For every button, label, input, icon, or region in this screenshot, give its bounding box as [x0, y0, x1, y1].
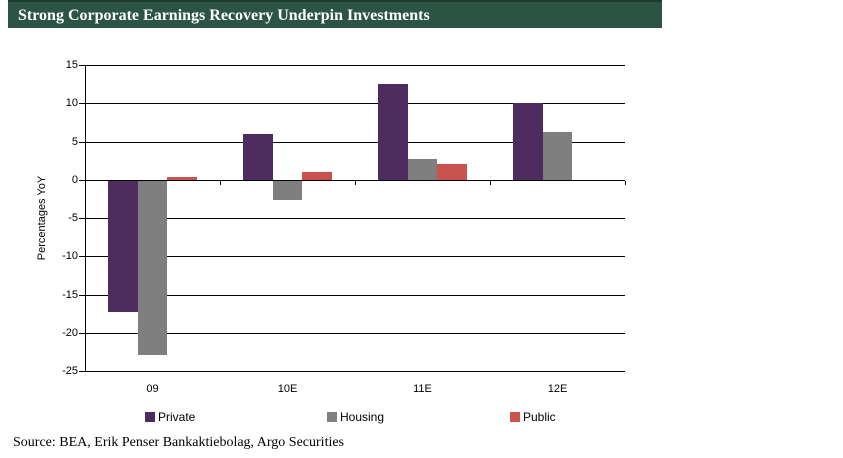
y-axis-tick [79, 256, 85, 258]
legend-label-private: Private [158, 410, 196, 424]
y-tick-label: -25 [62, 365, 78, 377]
gridline [85, 103, 625, 105]
gridline [85, 218, 625, 219]
y-tick-label: -15 [62, 288, 78, 301]
x-axis-tick [220, 180, 221, 185]
gridline [85, 65, 625, 66]
legend-item-housing: Housing [327, 410, 384, 424]
x-axis-tick [490, 180, 491, 185]
y-tick-label: 10 [65, 97, 78, 110]
chart-title: Strong Corporate Earnings Recovery Under… [18, 7, 430, 24]
y-tick-label: 5 [71, 135, 78, 148]
y-axis-tick [79, 65, 85, 66]
bar-private-12E [513, 103, 543, 180]
y-axis-tick [79, 218, 85, 219]
source-note: Source: BEA, Erik Penser Bankaktiebolag,… [13, 435, 345, 450]
x-axis-tick [85, 180, 86, 185]
bar-private-10E [243, 133, 273, 180]
y-tick-label: -20 [62, 326, 78, 339]
x-axis-tick [355, 180, 356, 185]
chart-title-bar: Strong Corporate Earnings Recovery Under… [8, 0, 662, 28]
y-tick-label: 15 [65, 59, 78, 71]
gridline [85, 371, 625, 372]
legend-item-private: Private [145, 410, 195, 424]
gridline [85, 294, 625, 296]
gridline [85, 256, 625, 258]
bar-public-11E [437, 163, 467, 180]
y-axis-tick [79, 332, 85, 334]
legend-item-public: Public [510, 410, 556, 424]
x-category-label: 09 [146, 383, 159, 395]
zero-axis-line [85, 179, 625, 181]
y-axis-tick [79, 103, 85, 105]
bar-public-10E [302, 172, 332, 180]
legend-swatch-private [145, 412, 155, 422]
bar-housing-11E [407, 159, 438, 180]
x-category-label: 10E [277, 383, 298, 395]
bar-public-09 [167, 177, 197, 180]
bar-private-11E [378, 84, 408, 180]
y-axis-tick [79, 371, 85, 372]
gridline [85, 141, 625, 143]
y-axis-tick [79, 294, 85, 296]
y-axis-line [85, 65, 86, 372]
y-axis-tick [79, 141, 85, 143]
y-tick-label: -10 [62, 250, 78, 263]
y-tick-label: 0 [71, 173, 78, 186]
legend-swatch-housing [327, 412, 337, 422]
legend-label-public: Public [523, 410, 556, 424]
bar-housing-12E [542, 132, 573, 180]
x-category-label: 11E [413, 383, 432, 395]
gridline [85, 332, 625, 334]
x-axis-tick [625, 180, 626, 185]
legend-swatch-public [510, 412, 520, 422]
legend-label-housing: Housing [340, 410, 385, 424]
bar-private-09 [108, 180, 138, 313]
x-category-label: 12E [547, 383, 568, 395]
y-tick-label: -5 [68, 212, 78, 224]
y-axis-tick [79, 179, 85, 181]
bar-housing-10E [272, 180, 303, 200]
bar-housing-09 [137, 180, 168, 356]
